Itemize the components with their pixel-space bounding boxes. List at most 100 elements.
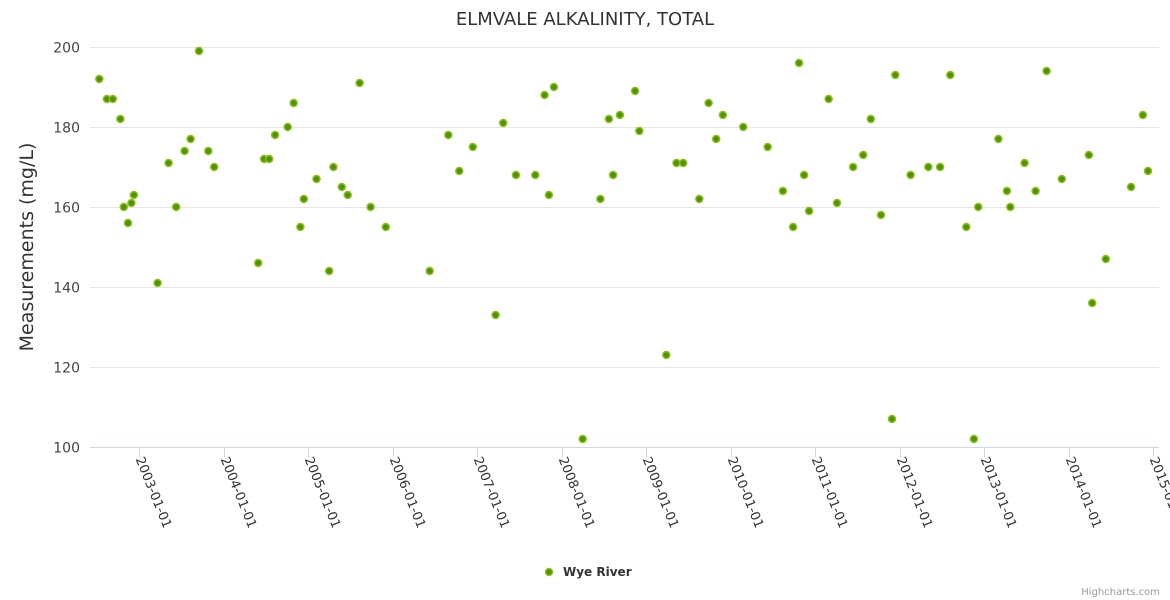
data-point[interactable] bbox=[296, 222, 305, 232]
data-point[interactable] bbox=[1084, 150, 1094, 160]
data-point[interactable] bbox=[1020, 158, 1029, 168]
data-point[interactable] bbox=[329, 162, 338, 172]
data-point[interactable] bbox=[596, 194, 605, 204]
x-tick-label: 2010-01-01 bbox=[724, 455, 766, 531]
data-point[interactable] bbox=[116, 114, 125, 124]
data-point[interactable] bbox=[312, 174, 321, 184]
data-point[interactable] bbox=[695, 194, 704, 204]
data-point[interactable] bbox=[678, 158, 688, 168]
data-point[interactable] bbox=[778, 186, 788, 196]
data-point[interactable] bbox=[455, 166, 464, 176]
x-tick-label: 2013-01-01 bbox=[977, 455, 1019, 531]
data-point[interactable] bbox=[1057, 174, 1067, 184]
data-point[interactable] bbox=[299, 194, 309, 204]
data-point[interactable] bbox=[1031, 186, 1040, 196]
data-point[interactable] bbox=[164, 158, 173, 168]
data-point[interactable] bbox=[1087, 298, 1097, 308]
data-point[interactable] bbox=[824, 94, 833, 104]
data-point[interactable] bbox=[444, 130, 453, 140]
data-point[interactable] bbox=[946, 70, 955, 80]
data-point[interactable] bbox=[180, 146, 189, 156]
data-point[interactable] bbox=[924, 162, 933, 172]
data-point[interactable] bbox=[866, 114, 876, 124]
data-point[interactable] bbox=[209, 162, 219, 172]
data-point[interactable] bbox=[425, 266, 434, 276]
data-point[interactable] bbox=[935, 162, 945, 172]
data-point[interactable] bbox=[119, 202, 129, 212]
y-axis-title: Measurements (mg/L) bbox=[16, 143, 38, 352]
data-point[interactable] bbox=[876, 210, 886, 220]
data-point[interactable] bbox=[848, 162, 858, 172]
data-point[interactable] bbox=[788, 222, 798, 232]
data-point[interactable] bbox=[544, 190, 554, 200]
data-point[interactable] bbox=[531, 170, 540, 180]
credits-link[interactable]: Highcharts.com bbox=[1081, 587, 1160, 598]
data-point[interactable] bbox=[337, 182, 347, 192]
data-point[interactable] bbox=[511, 170, 521, 180]
data-point[interactable] bbox=[171, 202, 181, 212]
data-point[interactable] bbox=[186, 134, 195, 144]
data-point[interactable] bbox=[604, 114, 614, 124]
data-point[interactable] bbox=[253, 258, 263, 268]
y-tick-label: 200 bbox=[53, 41, 80, 57]
data-point[interactable] bbox=[891, 70, 900, 80]
x-tick-label: 2007-01-01 bbox=[470, 455, 512, 531]
series-wye-river bbox=[95, 46, 1153, 444]
data-point[interactable] bbox=[355, 78, 364, 88]
data-point[interactable] bbox=[711, 134, 721, 144]
data-point[interactable] bbox=[127, 198, 136, 208]
data-point[interactable] bbox=[264, 154, 274, 164]
data-point[interactable] bbox=[635, 126, 644, 136]
data-point[interactable] bbox=[608, 170, 618, 180]
y-tick-label: 180 bbox=[53, 121, 80, 137]
data-point[interactable] bbox=[804, 206, 814, 216]
data-point[interactable] bbox=[95, 74, 104, 84]
data-point[interactable] bbox=[973, 202, 983, 212]
x-tick-label: 2005-01-01 bbox=[301, 455, 343, 531]
x-tick-label: 2003-01-01 bbox=[132, 455, 174, 531]
legend-item-wye-river[interactable]: Wye River bbox=[544, 565, 632, 579]
data-point[interactable] bbox=[1101, 254, 1111, 264]
data-point[interactable] bbox=[153, 278, 162, 288]
data-point[interactable] bbox=[204, 146, 213, 156]
data-point[interactable] bbox=[799, 170, 809, 180]
data-point[interactable] bbox=[630, 86, 640, 96]
data-point[interactable] bbox=[858, 150, 868, 160]
data-point[interactable] bbox=[123, 218, 133, 228]
data-point[interactable] bbox=[540, 90, 549, 100]
data-point[interactable] bbox=[662, 350, 671, 360]
data-point[interactable] bbox=[763, 142, 772, 152]
data-point[interactable] bbox=[704, 98, 713, 108]
data-point[interactable] bbox=[129, 190, 139, 200]
data-point[interactable] bbox=[324, 266, 334, 276]
data-point[interactable] bbox=[343, 190, 352, 200]
data-point[interactable] bbox=[498, 118, 508, 128]
data-point[interactable] bbox=[194, 46, 204, 56]
data-point[interactable] bbox=[738, 122, 748, 132]
data-point[interactable] bbox=[1143, 166, 1153, 176]
data-point[interactable] bbox=[270, 130, 280, 140]
data-point[interactable] bbox=[994, 134, 1003, 144]
data-point[interactable] bbox=[491, 310, 500, 320]
data-point[interactable] bbox=[962, 222, 971, 232]
data-point[interactable] bbox=[578, 434, 587, 444]
data-point[interactable] bbox=[283, 122, 292, 132]
data-point[interactable] bbox=[906, 170, 915, 180]
data-point[interactable] bbox=[1126, 182, 1136, 192]
data-point[interactable] bbox=[1002, 186, 1012, 196]
data-point[interactable] bbox=[794, 58, 804, 68]
data-point[interactable] bbox=[366, 202, 375, 212]
data-point[interactable] bbox=[108, 94, 118, 104]
data-point[interactable] bbox=[381, 222, 391, 232]
data-point[interactable] bbox=[468, 142, 478, 152]
data-point[interactable] bbox=[1042, 66, 1051, 76]
data-point[interactable] bbox=[1006, 202, 1015, 212]
data-point[interactable] bbox=[549, 82, 559, 92]
data-point[interactable] bbox=[832, 198, 842, 208]
data-point[interactable] bbox=[289, 98, 298, 108]
data-point[interactable] bbox=[1138, 110, 1148, 120]
data-point[interactable] bbox=[718, 110, 728, 120]
data-point[interactable] bbox=[615, 110, 625, 120]
data-point[interactable] bbox=[969, 434, 979, 444]
data-point[interactable] bbox=[887, 414, 897, 424]
